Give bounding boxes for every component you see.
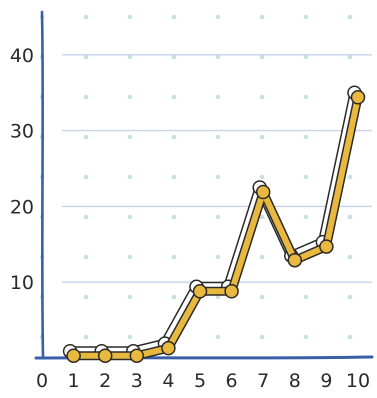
grid-dot bbox=[215, 254, 221, 260]
x-tick-label-9: 9 bbox=[320, 370, 332, 392]
grid-dot bbox=[259, 94, 265, 100]
grid-dot bbox=[303, 334, 309, 340]
grid-dot bbox=[259, 334, 265, 340]
grid-dot bbox=[215, 54, 221, 60]
grid-dot bbox=[259, 54, 265, 60]
grid-dot bbox=[259, 214, 265, 220]
grid-dot bbox=[303, 294, 309, 300]
grid-dot bbox=[127, 54, 133, 60]
grid-dot bbox=[215, 94, 221, 100]
grid-dot bbox=[127, 134, 133, 140]
grid-dot bbox=[127, 174, 133, 180]
y-tick-label-30: 30 bbox=[10, 121, 34, 143]
y-tick-label-10: 10 bbox=[10, 272, 34, 294]
x-tick-label-4: 4 bbox=[162, 370, 174, 392]
x-tick-label-10: 10 bbox=[346, 370, 370, 392]
grid-dot bbox=[83, 94, 89, 100]
grid-dot bbox=[127, 14, 133, 20]
grid-dot bbox=[303, 54, 309, 60]
x-tick-label-2: 2 bbox=[99, 370, 111, 392]
grid-dot bbox=[83, 334, 89, 340]
grid-dot bbox=[303, 14, 309, 20]
x-tick-label-6: 6 bbox=[226, 370, 238, 392]
grid-dot bbox=[303, 94, 309, 100]
grid-dot bbox=[347, 174, 353, 180]
data-point-x7 bbox=[255, 184, 271, 200]
grid-dot bbox=[215, 294, 221, 300]
grid-dot bbox=[347, 254, 353, 260]
tick-labels: 0 1 2 3 4 5 6 7 8 9 10 10 20 30 40 bbox=[10, 45, 370, 392]
x-tick-label-5: 5 bbox=[194, 370, 206, 392]
axes bbox=[34, 10, 374, 360]
grid-dot bbox=[127, 294, 133, 300]
series-group bbox=[62, 85, 366, 363]
x-tick-label-7: 7 bbox=[257, 370, 269, 392]
grid-dot bbox=[259, 294, 265, 300]
grid-dot bbox=[347, 334, 353, 340]
grid-dot bbox=[83, 14, 89, 20]
series-line bbox=[70, 94, 361, 359]
grid-dot bbox=[347, 14, 353, 20]
grid-dot bbox=[259, 14, 265, 20]
data-point-x8 bbox=[287, 252, 303, 268]
grid-dot bbox=[171, 54, 177, 60]
grid-dot bbox=[347, 54, 353, 60]
grid-dot bbox=[127, 94, 133, 100]
grid-dot bbox=[259, 134, 265, 140]
grid-dot bbox=[171, 294, 177, 300]
data-point-x6 bbox=[224, 284, 239, 299]
data-point-x4 bbox=[161, 340, 176, 356]
data-point-x10 bbox=[350, 89, 366, 105]
grid-dot bbox=[171, 94, 177, 100]
grid-dot bbox=[171, 254, 177, 260]
y-axis-line bbox=[40, 10, 45, 360]
gridlines bbox=[62, 54, 372, 283]
grid-dot bbox=[83, 134, 89, 140]
x-tick-label-0: 0 bbox=[36, 370, 48, 392]
series-shadow-line bbox=[66, 89, 358, 355]
grid-dot bbox=[171, 134, 177, 140]
grid-dot bbox=[215, 14, 221, 20]
grid-dot bbox=[127, 254, 133, 260]
data-point-x3 bbox=[129, 348, 145, 363]
grid-dot bbox=[83, 174, 89, 180]
grid-dot bbox=[83, 54, 89, 60]
grid-dot bbox=[83, 254, 89, 260]
grid-dot bbox=[303, 214, 309, 220]
grid-dot bbox=[303, 134, 309, 140]
grid-dot bbox=[215, 214, 221, 220]
data-point-x5 bbox=[192, 284, 208, 299]
grid-dot bbox=[127, 334, 133, 340]
grid-dot bbox=[171, 174, 177, 180]
y-tick-label-40: 40 bbox=[10, 45, 34, 67]
grid-dot bbox=[171, 14, 177, 20]
grid-dot bbox=[347, 214, 353, 220]
series-shadow-outline bbox=[65, 87, 360, 357]
grid-dot bbox=[83, 294, 89, 300]
grid-dot bbox=[347, 294, 353, 300]
grid-dot bbox=[171, 214, 177, 220]
x-tick-label-8: 8 bbox=[289, 370, 301, 392]
x-tick-label-1: 1 bbox=[68, 370, 80, 392]
grid-dot bbox=[215, 174, 221, 180]
grid-dot bbox=[127, 214, 133, 220]
series-line-outline bbox=[69, 92, 363, 361]
y-tick-label-20: 20 bbox=[10, 196, 34, 218]
data-point-x2 bbox=[97, 348, 113, 363]
grid-dot bbox=[83, 214, 89, 220]
grid-dot bbox=[215, 334, 221, 340]
grid-dot bbox=[259, 174, 265, 180]
x-tick-label-3: 3 bbox=[131, 370, 143, 392]
data-point-x9 bbox=[319, 239, 334, 254]
data-point-x1 bbox=[66, 348, 81, 363]
grid-dot bbox=[303, 174, 309, 180]
grid-dot bbox=[215, 134, 221, 140]
grid-dot bbox=[259, 254, 265, 260]
